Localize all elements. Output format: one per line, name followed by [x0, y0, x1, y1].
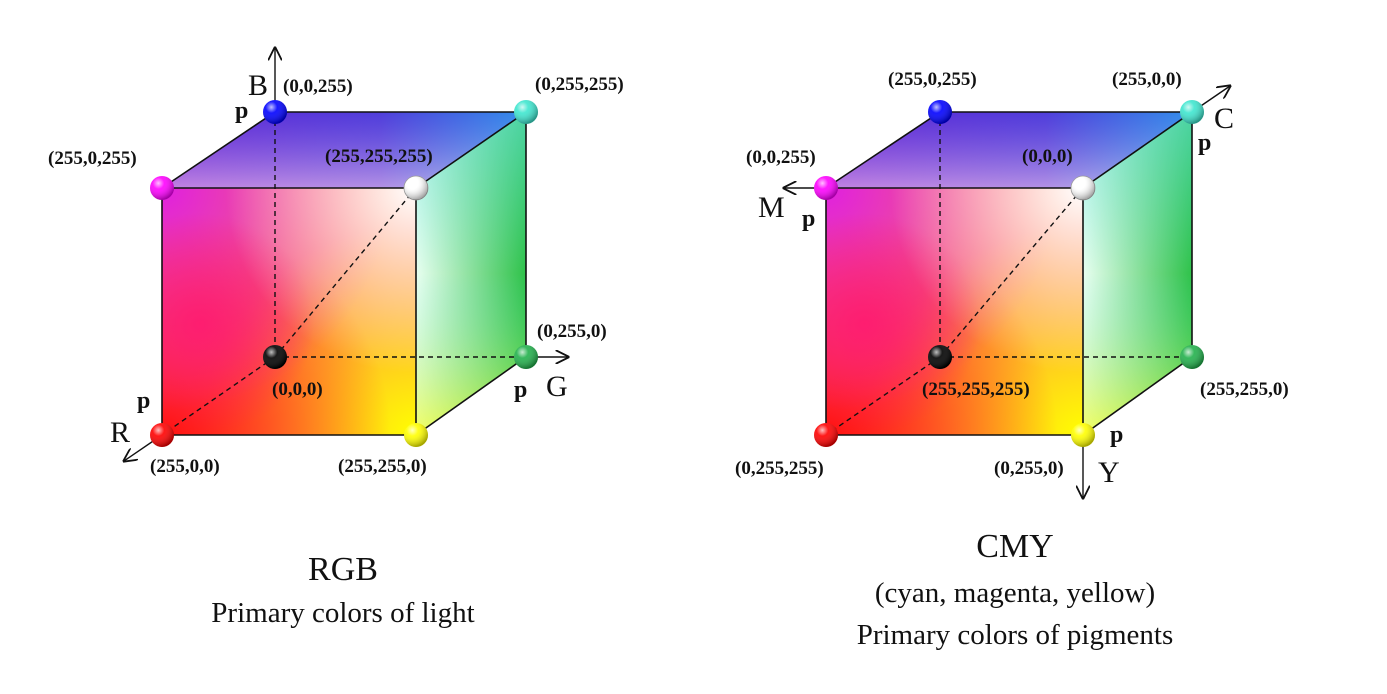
rgb-vertex-spheres — [150, 100, 538, 447]
rgb-top-face — [162, 112, 526, 188]
rgb-p-blue: p — [235, 98, 248, 124]
cmy-label-black: (255,255,255) — [922, 379, 1030, 400]
rgb-vertex-white — [403, 175, 429, 201]
rgb-vertex-magenta — [150, 176, 174, 200]
cmy-label-cyan: (255,0,0) — [1112, 69, 1182, 90]
cmy-axis-m: M — [758, 191, 785, 224]
cmy-title: CMY — [976, 528, 1053, 565]
cmy-vertex-labels: (255,0,255) (255,0,0) (0,0,255) (0,0,0) … — [735, 69, 1289, 479]
rgb-label-green: (0,255,0) — [537, 321, 607, 342]
rgb-axis-g: G — [546, 370, 568, 403]
rgb-title: RGB — [308, 551, 378, 588]
cmy-vertex-yellow — [1071, 423, 1095, 447]
cmy-label-yellow: (0,255,0) — [994, 458, 1064, 479]
cmy-right-face — [1083, 112, 1192, 435]
cmy-label-magenta: (0,0,255) — [746, 147, 816, 168]
rgb-vertex-red — [150, 423, 174, 447]
rgb-label-white: (255,255,255) — [325, 146, 433, 167]
rgb-label-red: (255,0,0) — [150, 456, 220, 477]
cmy-vertex-red — [814, 423, 838, 447]
rgb-subtitle: Primary colors of light — [211, 597, 474, 629]
rgb-caption: RGB Primary colors of light — [211, 551, 474, 629]
rgb-label-origin: (0,0,0) — [272, 379, 323, 400]
rgb-label-cyan: (0,255,255) — [535, 74, 624, 95]
rgb-p-red: p — [137, 388, 150, 414]
cmy-label-blue: (255,0,255) — [888, 69, 977, 90]
cmy-cube: (255,0,255) (255,0,0) (0,0,255) (0,0,0) … — [735, 69, 1289, 651]
rgb-p-green: p — [514, 377, 527, 403]
cmy-axis-letters: C M Y p p p — [758, 102, 1234, 489]
cmy-axis-c: C — [1214, 102, 1234, 135]
cmy-vertex-magenta — [814, 176, 838, 200]
cmy-vertex-blue — [928, 100, 952, 124]
rgb-vertex-yellow — [404, 423, 428, 447]
cmy-p-cyan: p — [1198, 130, 1211, 156]
cmy-vertex-black — [928, 345, 952, 369]
rgb-label-blue: (0,0,255) — [283, 76, 353, 97]
rgb-vertex-origin — [263, 345, 287, 369]
cmy-front-face — [826, 188, 1083, 435]
rgb-vertex-labels: (0,0,255) (0,255,255) (255,0,255) (255,2… — [48, 74, 624, 477]
cmy-subtitle: (cyan, magenta, yellow) — [875, 577, 1155, 609]
cmy-caption: CMY (cyan, magenta, yellow) Primary colo… — [857, 528, 1174, 651]
cmy-vertex-green — [1180, 345, 1204, 369]
rgb-axis-r: R — [110, 416, 130, 449]
rgb-cube: (0,0,255) (0,255,255) (255,0,255) (255,2… — [48, 48, 624, 629]
cmy-p-magenta: p — [802, 206, 815, 232]
rgb-axis-letters: B G R p p p — [110, 69, 568, 449]
rgb-label-magenta: (255,0,255) — [48, 148, 137, 169]
cmy-vertex-spheres — [814, 100, 1204, 447]
rgb-vertex-cyan — [514, 100, 538, 124]
rgb-axis-b: B — [248, 69, 268, 102]
cmy-label-green: (255,255,0) — [1200, 379, 1289, 400]
cmy-hidden-edges — [825, 112, 1192, 436]
rgb-label-yellow: (255,255,0) — [338, 456, 427, 477]
rgb-vertex-blue — [263, 100, 287, 124]
cmy-axis-y: Y — [1098, 456, 1120, 489]
cmy-vertex-cyan — [1180, 100, 1204, 124]
cmy-top-face — [826, 112, 1192, 188]
rgb-vertex-green — [514, 345, 538, 369]
cmy-p-yellow: p — [1110, 422, 1123, 448]
rgb-hidden-edges — [161, 112, 526, 436]
cmy-label-white: (0,0,0) — [1022, 146, 1073, 167]
cmy-subtitle2: Primary colors of pigments — [857, 619, 1174, 651]
cmy-label-red: (0,255,255) — [735, 458, 824, 479]
rgb-right-face — [416, 112, 526, 435]
cmy-vertex-white — [1070, 175, 1096, 201]
rgb-front-face — [162, 188, 416, 435]
